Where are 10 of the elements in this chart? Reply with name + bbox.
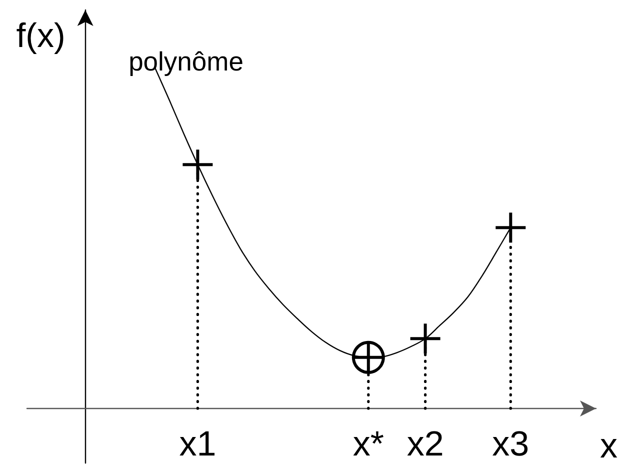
x-tick-label: x1 xyxy=(179,424,216,464)
x-axis-title: x xyxy=(600,426,618,464)
y-axis-title: f(x) xyxy=(16,17,66,55)
x-tick-label: x2 xyxy=(406,424,444,464)
point xyxy=(496,212,526,243)
series-label: polynôme xyxy=(128,46,244,76)
point xyxy=(182,150,213,180)
x-tick-label: x* xyxy=(352,424,384,464)
point xyxy=(410,324,440,354)
x-tick-label: x3 xyxy=(492,424,530,464)
